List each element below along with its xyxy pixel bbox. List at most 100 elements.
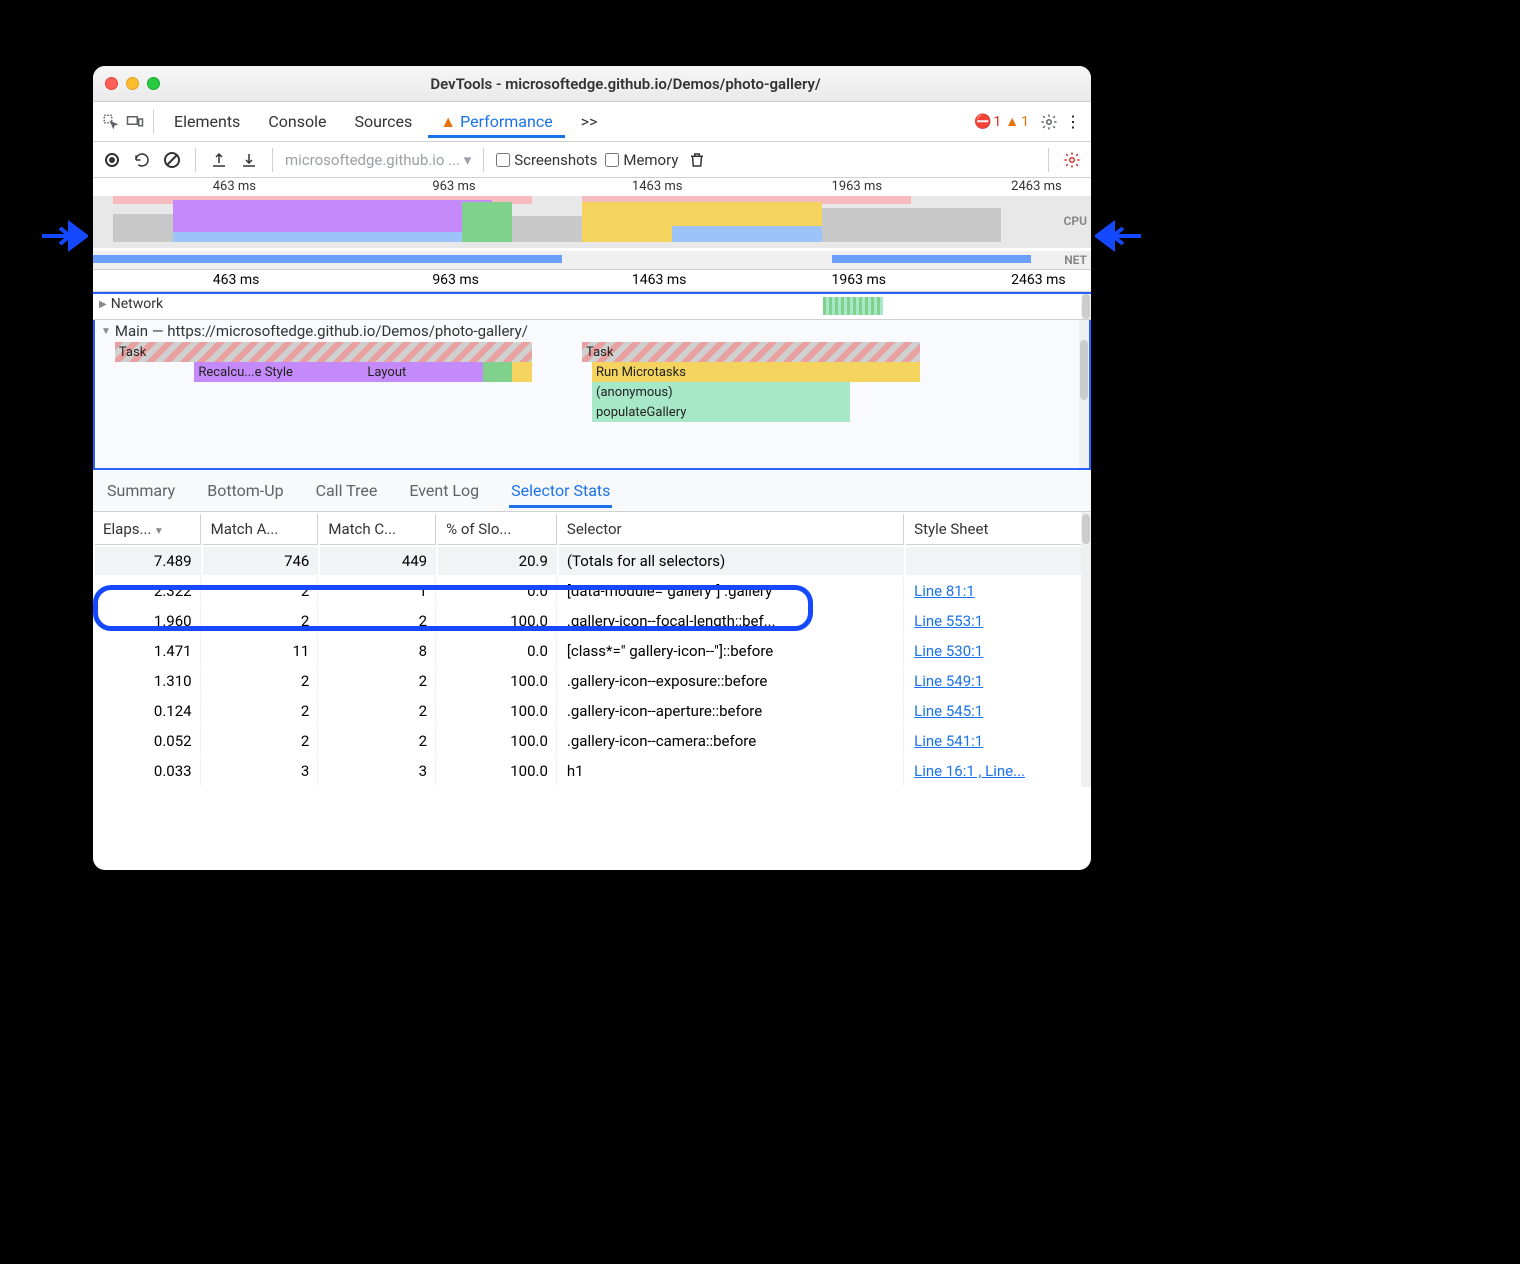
overview-ticks: 463 ms 963 ms 1463 ms 1963 ms 2463 ms [93, 178, 1091, 196]
screenshots-checkbox[interactable]: Screenshots [496, 151, 597, 169]
chevron-down-icon[interactable]: ▼ [101, 326, 111, 337]
selector-stats-panel: Elaps... ▼Match A...Match C...% of Slo..… [93, 512, 1091, 787]
gear-icon[interactable] [1039, 112, 1059, 132]
col-header[interactable]: Match C... [320, 514, 436, 545]
record-icon[interactable] [101, 149, 123, 171]
network-label: Network [111, 296, 163, 312]
main-label: Main — https://microsoftedge.github.io/D… [115, 322, 528, 340]
close-icon[interactable] [105, 77, 118, 90]
inspect-icon[interactable] [101, 112, 121, 132]
tick-label: 963 ms [432, 179, 475, 194]
kebab-icon[interactable]: ⋮ [1063, 112, 1083, 132]
tab-event-log[interactable]: Event Log [407, 473, 481, 508]
flame-bar[interactable] [512, 362, 532, 382]
scrollbar[interactable] [1081, 294, 1091, 319]
table-row[interactable]: 1.96022100.0.gallery-icon--focal-length:… [95, 607, 1089, 635]
overview-body: CPU NET [93, 196, 1091, 269]
divider [483, 148, 484, 172]
flame-bar[interactable]: Recalcu...e Style [194, 362, 363, 382]
tab-performance[interactable]: ▲ Performance [428, 106, 564, 138]
titlebar: DevTools - microsoftedge.github.io/Demos… [93, 66, 1091, 102]
cpu-segment [512, 216, 582, 242]
traffic-lights [105, 77, 160, 90]
network-track[interactable]: ▶ Network [93, 292, 1091, 320]
flame-bar[interactable]: Task [115, 342, 532, 362]
table-row[interactable]: 0.03333100.0h1Line 16:1 , Line... [95, 757, 1089, 785]
url-dropdown[interactable]: microsoftedge.github.io ... ▾ [285, 151, 471, 169]
table-row[interactable]: 0.12422100.0.gallery-icon--aperture::bef… [95, 697, 1089, 725]
net-bar [93, 255, 562, 263]
download-icon[interactable] [238, 149, 260, 171]
timeline-ruler[interactable]: 463 ms963 ms1463 ms1963 ms2463 ms [93, 270, 1091, 292]
flame-bar[interactable]: Run Microtasks [592, 362, 920, 382]
col-header[interactable]: Elaps... ▼ [95, 514, 201, 545]
error-icon: ⛔ [974, 114, 991, 130]
chevron-right-icon[interactable]: ▶ [99, 299, 107, 310]
stylesheet-link[interactable]: Line 81:1 [914, 582, 975, 600]
scrollbar[interactable] [1079, 320, 1089, 468]
col-header[interactable]: Match A... [203, 514, 319, 545]
clear-icon[interactable] [161, 149, 183, 171]
memory-checkbox[interactable]: Memory [605, 151, 678, 169]
overview[interactable]: 463 ms 963 ms 1463 ms 1963 ms 2463 ms CPU NE… [93, 178, 1091, 270]
network-activity-bar [823, 297, 883, 315]
tab-bottom-up[interactable]: Bottom-Up [205, 473, 285, 508]
tick-label: 1963 ms [832, 179, 883, 194]
net-label: NET [1064, 253, 1087, 267]
flame-bar[interactable] [483, 362, 513, 382]
col-header[interactable]: Selector [559, 514, 904, 545]
tab-summary[interactable]: Summary [105, 473, 177, 508]
tab-console[interactable]: Console [256, 106, 338, 137]
flame-bar[interactable]: (anonymous) [592, 382, 850, 402]
cpu-segment [822, 208, 1002, 242]
minimize-icon[interactable] [126, 77, 139, 90]
divider [1048, 148, 1049, 172]
gear-icon[interactable] [1061, 149, 1083, 171]
table-row[interactable]: 2.322210.0[data-module="gallery"] .galle… [95, 577, 1089, 605]
table-row[interactable]: 7.48974644920.9(Totals for all selectors… [95, 547, 1089, 575]
upload-icon[interactable] [208, 149, 230, 171]
tick-label: 963 ms [432, 272, 479, 288]
col-header[interactable]: % of Slo... [438, 514, 557, 545]
cpu-segment [113, 214, 173, 242]
stylesheet-link[interactable]: Line 530:1 [914, 642, 983, 660]
stylesheet-link[interactable]: Line 16:1 , Line... [914, 762, 1025, 780]
device-icon[interactable] [125, 112, 145, 132]
tab-call-tree[interactable]: Call Tree [314, 473, 380, 508]
table-row[interactable]: 0.05222100.0.gallery-icon--camera::befor… [95, 727, 1089, 755]
flame-bar[interactable]: Task [582, 342, 920, 362]
col-header[interactable]: Style Sheet [906, 514, 1089, 545]
tab-sources[interactable]: Sources [342, 106, 424, 137]
tick-label: 463 ms [213, 179, 256, 194]
window-title: DevTools - microsoftedge.github.io/Demos… [172, 75, 1079, 93]
table-row[interactable]: 1.31022100.0.gallery-icon--exposure::bef… [95, 667, 1089, 695]
main-track[interactable]: ▼ Main — https://microsoftedge.github.io/… [93, 320, 1091, 470]
cpu-segment [173, 232, 492, 242]
error-count[interactable]: ⛔1 [974, 114, 1001, 130]
arrow-right-annotation [1095, 218, 1143, 254]
table-row[interactable]: 1.4711180.0[class*=" gallery-icon--"]::b… [95, 637, 1089, 665]
tab-elements[interactable]: Elements [162, 106, 252, 137]
warning-icon: ▲ [1005, 113, 1019, 130]
cpu-band: CPU [93, 196, 1091, 248]
stylesheet-link[interactable]: Line 545:1 [914, 702, 983, 720]
trash-icon[interactable] [686, 149, 708, 171]
scrollbar[interactable] [1081, 512, 1091, 787]
arrow-left-annotation [40, 218, 88, 254]
warning-count[interactable]: ▲1 [1005, 113, 1029, 130]
tick-label: 2463 ms [1011, 179, 1062, 194]
flame-bar[interactable]: populateGallery [592, 402, 850, 422]
divider [153, 110, 154, 134]
reload-icon[interactable] [131, 149, 153, 171]
tab-selector-stats[interactable]: Selector Stats [509, 473, 612, 508]
stylesheet-link[interactable]: Line 549:1 [914, 672, 983, 690]
stylesheet-link[interactable]: Line 553:1 [914, 612, 983, 630]
tick-label: 1463 ms [632, 272, 686, 288]
tick-label: 1463 ms [632, 179, 683, 194]
selector-stats-table[interactable]: Elaps... ▼Match A...Match C...% of Slo..… [93, 512, 1091, 787]
tabs-more[interactable]: >> [569, 106, 610, 137]
tick-label: 1963 ms [832, 272, 886, 288]
zoom-icon[interactable] [147, 77, 160, 90]
net-band: NET [93, 251, 1091, 269]
stylesheet-link[interactable]: Line 541:1 [914, 732, 983, 750]
